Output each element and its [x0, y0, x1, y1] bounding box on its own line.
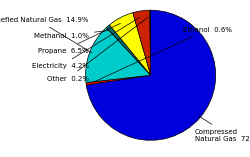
Text: Other  0.2%: Other 0.2%	[47, 17, 148, 81]
Text: Compressed
Natural Gas  72.6%: Compressed Natural Gas 72.6%	[195, 116, 250, 142]
Wedge shape	[86, 10, 216, 140]
Text: Ethanol  0.6%: Ethanol 0.6%	[94, 27, 232, 82]
Text: Electricity  4.2%: Electricity 4.2%	[32, 17, 140, 69]
Wedge shape	[133, 10, 150, 75]
Text: Propane  6.5%: Propane 6.5%	[38, 23, 120, 54]
Wedge shape	[110, 13, 150, 75]
Text: Liquefied Natural Gas  14.9%: Liquefied Natural Gas 14.9%	[0, 17, 92, 53]
Wedge shape	[86, 27, 150, 83]
Wedge shape	[106, 25, 150, 75]
Text: Methanol  1.0%: Methanol 1.0%	[34, 30, 108, 39]
Wedge shape	[86, 75, 150, 85]
